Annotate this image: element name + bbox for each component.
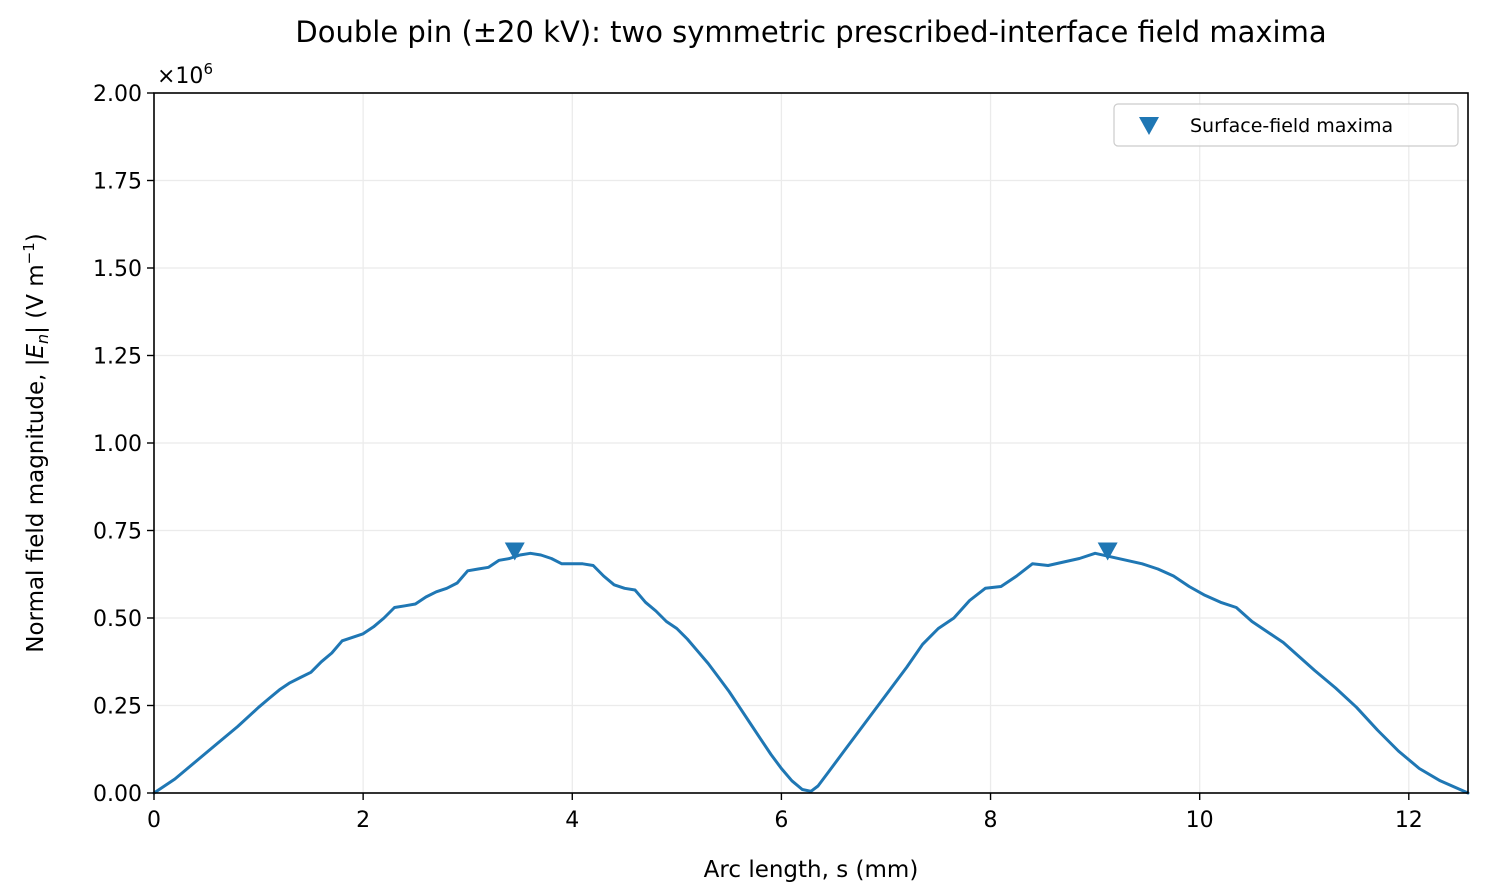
legend: Surface-field maxima bbox=[1113, 103, 1459, 147]
x-axis: 0 2 4 6 8 10 12 bbox=[147, 793, 1423, 833]
legend-triangle-marker bbox=[1139, 117, 1159, 135]
y-tick-label: 1.25 bbox=[93, 345, 142, 370]
y-tick-label: 0.50 bbox=[93, 607, 142, 632]
grid bbox=[153, 92, 1468, 794]
y-tick-label: 1.00 bbox=[93, 432, 142, 457]
x-tick-label: 0 bbox=[147, 808, 161, 833]
field-magnitude-line bbox=[152, 551, 1470, 795]
y-tick-label: 2.00 bbox=[93, 82, 142, 107]
x-tick-label: 6 bbox=[774, 808, 788, 833]
y-axis: 0.00 0.25 0.50 0.75 1.00 1.25 1.50 1.75 2.00 bbox=[93, 82, 154, 807]
y-axis-label: Normal field magnitude, |En| (V m−1) bbox=[20, 233, 52, 653]
surface-field-maximum-marker bbox=[504, 542, 525, 561]
series-layer bbox=[152, 542, 1470, 795]
y-tick-label: 1.50 bbox=[93, 257, 142, 282]
y-tick-label: 1.75 bbox=[93, 170, 142, 195]
x-tick-label: 8 bbox=[984, 808, 998, 833]
legend-box bbox=[1113, 103, 1459, 147]
x-axis-label: Arc length, s (mm) bbox=[704, 857, 919, 883]
legend-label: Surface-field maxima bbox=[1190, 115, 1393, 137]
x-tick-label: 10 bbox=[1186, 808, 1214, 833]
y-tick-label: 0.75 bbox=[93, 520, 142, 545]
chart-title: Double pin (±20 kV): two symmetric presc… bbox=[295, 15, 1326, 49]
y-offset-text: ×106 bbox=[157, 60, 213, 89]
y-tick-label: 0.00 bbox=[93, 782, 142, 807]
x-tick-label: 4 bbox=[565, 808, 579, 833]
y-tick-label: 0.25 bbox=[93, 695, 142, 720]
surface-field-maximum-marker bbox=[1097, 542, 1118, 561]
x-tick-label: 12 bbox=[1395, 808, 1423, 833]
x-tick-label: 2 bbox=[356, 808, 370, 833]
